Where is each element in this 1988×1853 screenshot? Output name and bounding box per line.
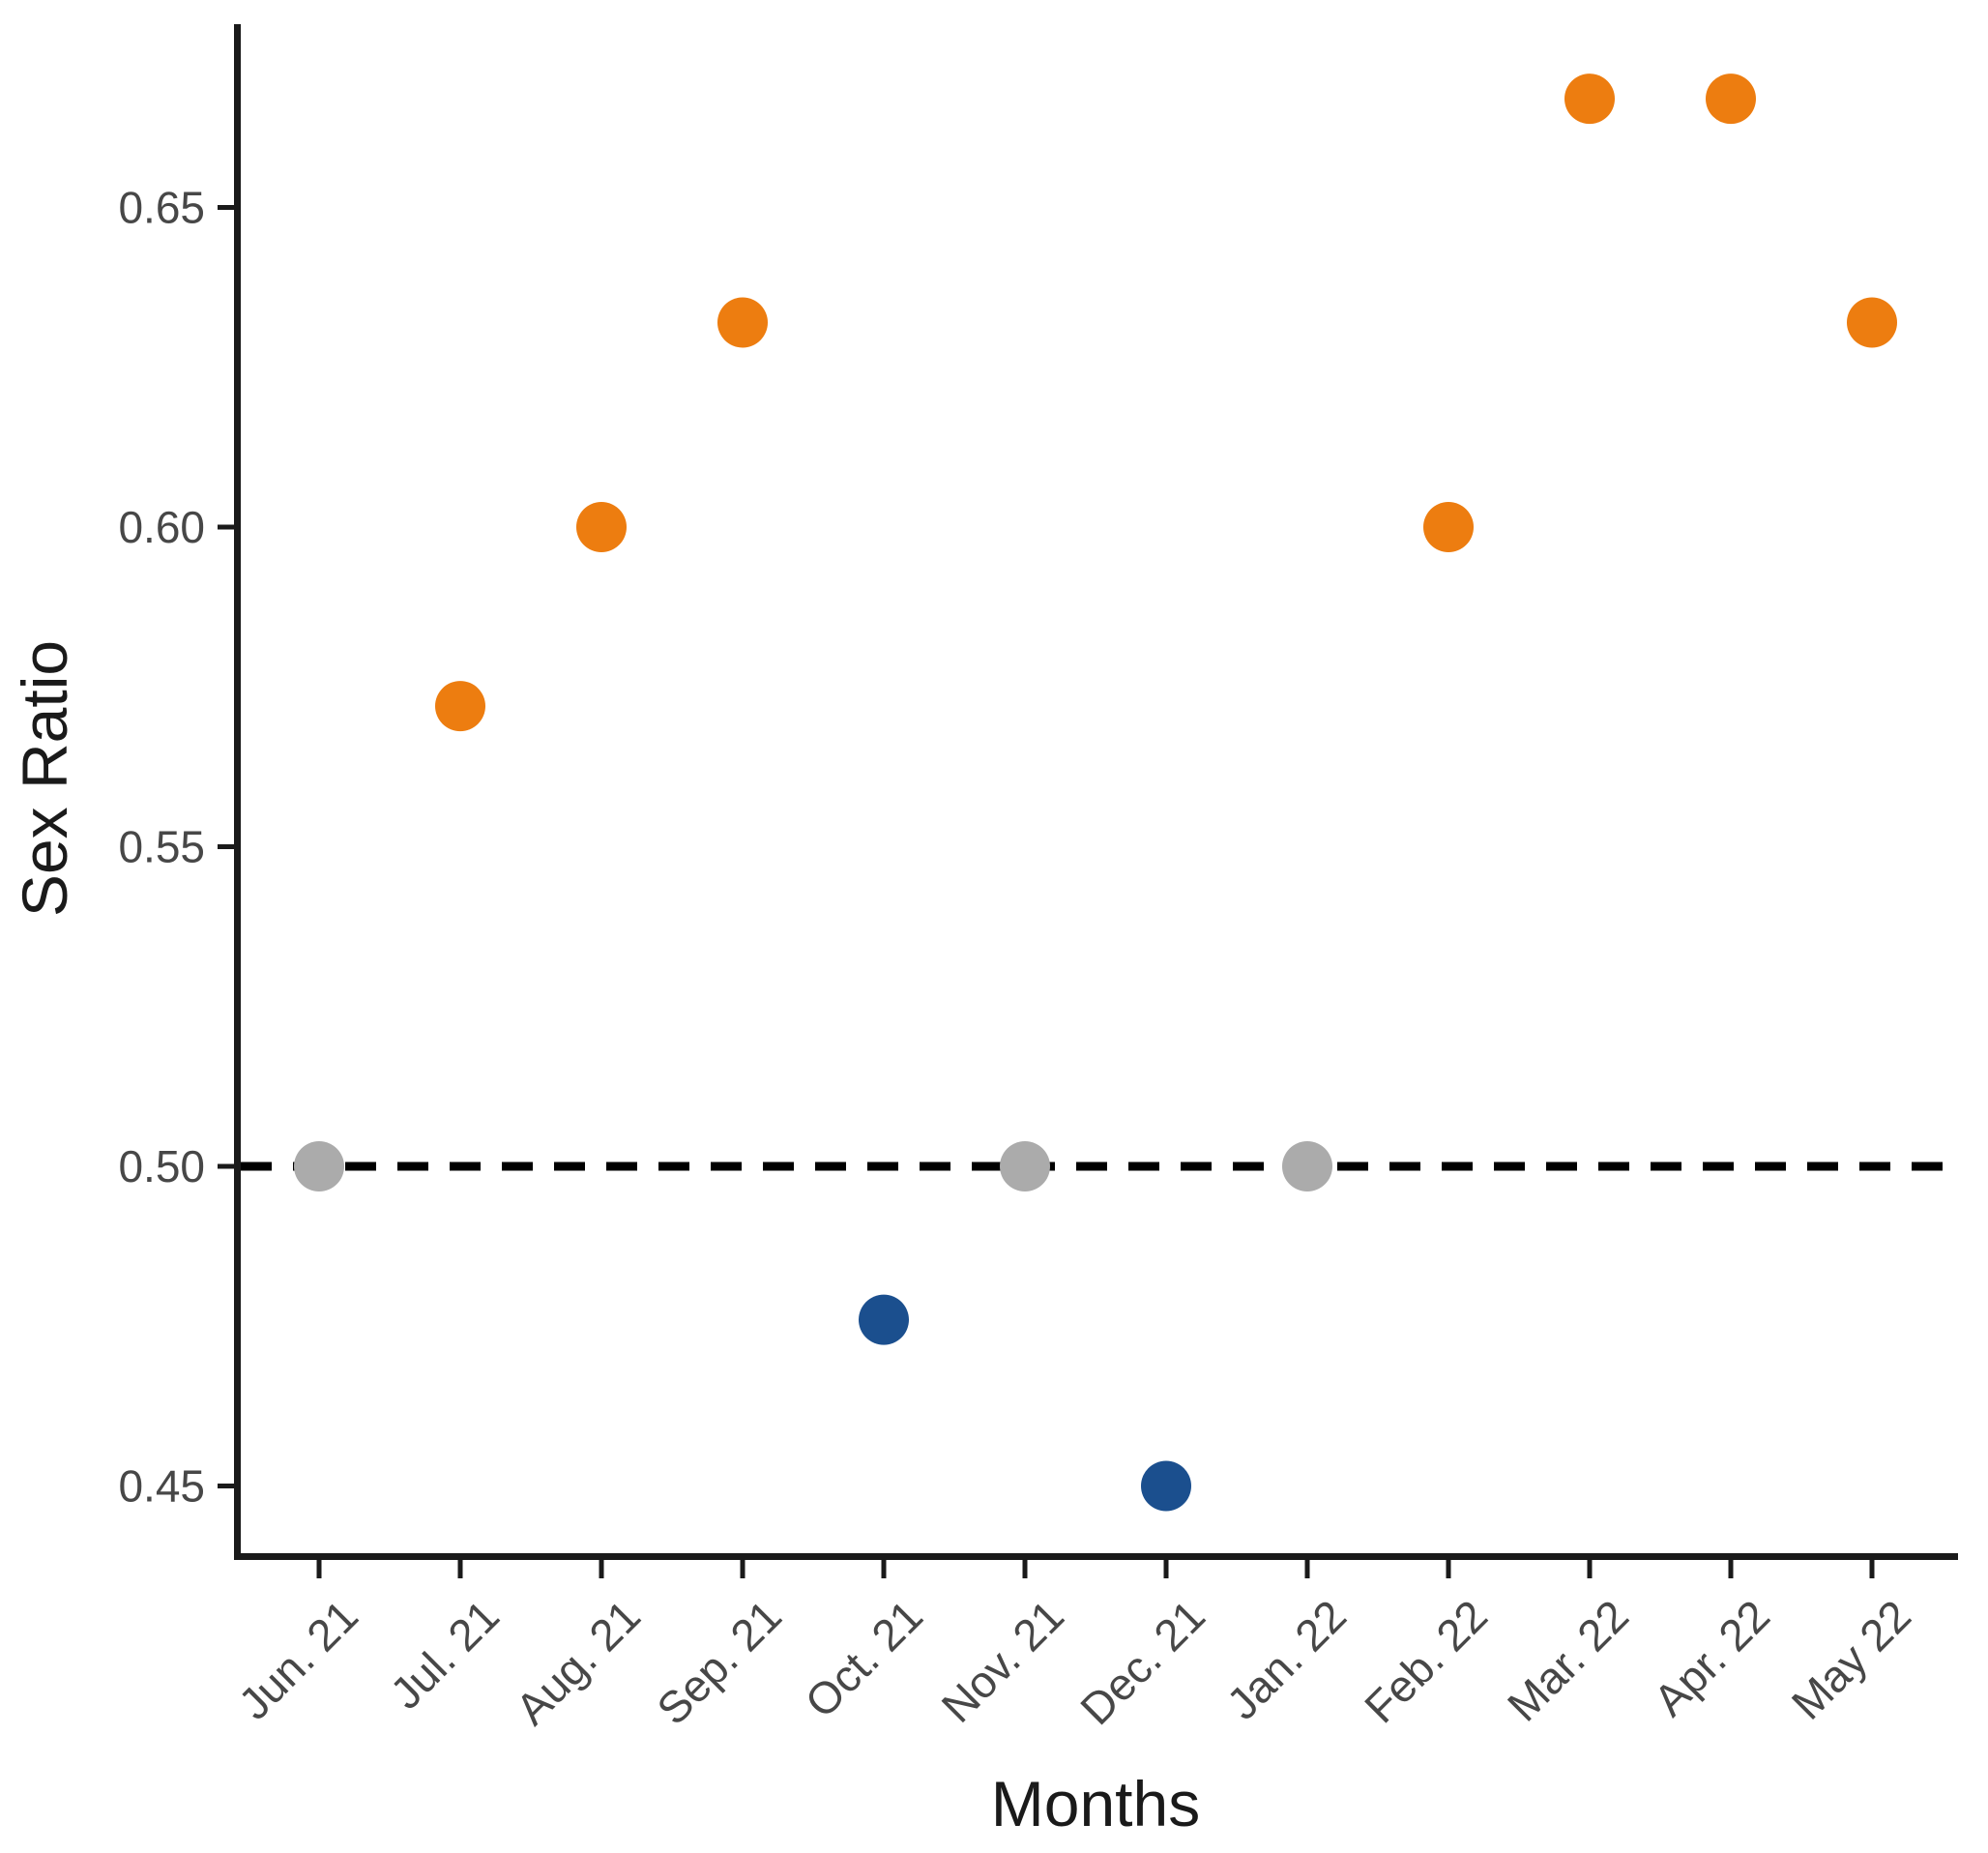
x-tick-label: Jun. 21: [229, 1590, 367, 1728]
y-tick-label: 0.60: [118, 502, 205, 552]
x-tick-label: Aug. 21: [506, 1590, 650, 1734]
x-tick-label: Sep. 21: [647, 1590, 791, 1734]
data-point-apr-22: [1706, 74, 1756, 125]
y-axis-title: Sex Ratio: [9, 639, 80, 918]
data-point-jan-22: [1282, 1141, 1332, 1191]
x-tick-label: Nov. 21: [932, 1590, 1073, 1731]
data-point-dec-21: [1141, 1460, 1191, 1512]
x-axis-title: Months: [990, 1768, 1201, 1839]
x-tick-label: Jul. 21: [380, 1590, 509, 1719]
x-tick-label: Dec. 21: [1070, 1590, 1214, 1734]
data-point-may-22: [1847, 297, 1897, 348]
x-tick-label: Feb. 22: [1355, 1590, 1497, 1732]
data-point-sep-21: [717, 297, 768, 348]
x-tick-label: Mar. 22: [1498, 1590, 1638, 1730]
x-tick-label: Apr. 22: [1644, 1590, 1779, 1725]
data-point-nov-21: [1000, 1141, 1050, 1191]
data-point-oct-21: [859, 1294, 909, 1345]
x-tick-label: Jan. 22: [1217, 1590, 1356, 1728]
data-point-jun-21: [294, 1141, 344, 1191]
y-tick-label: 0.65: [118, 183, 205, 233]
data-point-feb-22: [1423, 502, 1474, 552]
y-tick-label: 0.45: [118, 1461, 205, 1512]
x-tick-label: May 22: [1782, 1590, 1920, 1728]
y-tick-label: 0.50: [118, 1141, 205, 1191]
y-tick-label: 0.55: [118, 822, 205, 872]
data-point-aug-21: [576, 502, 627, 552]
x-tick-label: Oct. 21: [795, 1590, 932, 1727]
data-point-mar-22: [1564, 74, 1615, 125]
data-point-jul-21: [435, 681, 485, 732]
